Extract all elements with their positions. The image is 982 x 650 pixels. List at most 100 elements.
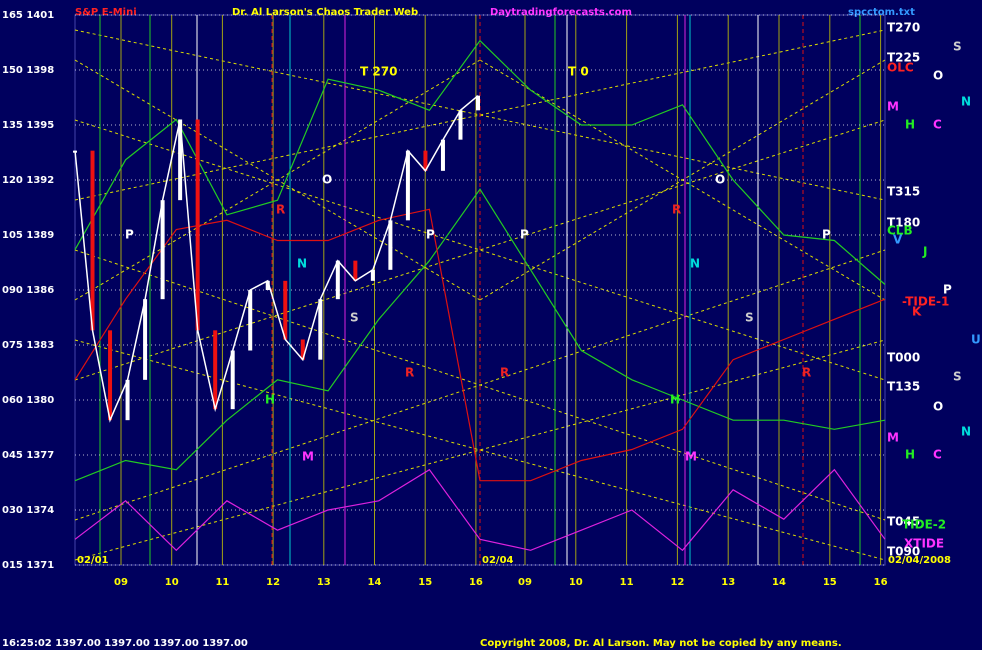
y-tick-label: 135 1395 bbox=[2, 120, 54, 131]
date-label: 02/04/2008 bbox=[888, 555, 951, 566]
price-bar bbox=[423, 150, 428, 171]
x-tick-label: 10 bbox=[165, 577, 179, 588]
annotation: N bbox=[690, 257, 700, 271]
y-tick-label: 060 1380 bbox=[2, 395, 54, 406]
x-tick-label: 13 bbox=[317, 577, 331, 588]
y-tick-label: 105 1389 bbox=[2, 230, 54, 241]
price-bar bbox=[178, 119, 183, 201]
price-bar bbox=[318, 299, 323, 360]
x-tick-label: 15 bbox=[823, 577, 837, 588]
annotation: T 270 bbox=[360, 65, 397, 79]
annotation: P bbox=[520, 228, 529, 242]
series-line bbox=[74, 208, 886, 482]
series-line bbox=[74, 39, 886, 285]
diagonal bbox=[74, 59, 481, 301]
instrument: S&P E-Mini bbox=[75, 7, 137, 18]
price-bar bbox=[248, 290, 253, 351]
status: 16:25:02 1397.00 1397.00 1397.00 1397.00 bbox=[2, 638, 248, 649]
x-tick-label: 13 bbox=[721, 577, 735, 588]
x-tick-label: 10 bbox=[569, 577, 583, 588]
right-label: -TIDE-1 bbox=[902, 295, 949, 309]
date-label: 02/01 bbox=[77, 555, 109, 566]
annotation: P bbox=[822, 228, 831, 242]
price-bar bbox=[370, 269, 375, 281]
x-tick-label: 16 bbox=[469, 577, 483, 588]
series-line bbox=[74, 188, 886, 482]
diagonal bbox=[74, 339, 886, 561]
right-label: T180 bbox=[887, 216, 920, 230]
far-label: S bbox=[953, 370, 962, 384]
diagonal bbox=[74, 249, 886, 521]
price-bar bbox=[160, 200, 165, 300]
annotations: T 270 T 0 P P P P O O S S N N H H M M R … bbox=[125, 65, 831, 464]
price-bar bbox=[125, 379, 130, 421]
right-label: TIDE-2 bbox=[902, 518, 946, 532]
price-bar bbox=[143, 299, 148, 380]
annotation: N bbox=[297, 257, 307, 271]
far-label: J bbox=[922, 245, 927, 259]
diagonal bbox=[74, 339, 886, 561]
price-bar bbox=[405, 150, 410, 221]
x-tick-label: 09 bbox=[518, 577, 532, 588]
price-bar bbox=[283, 280, 288, 340]
series-line bbox=[74, 468, 886, 552]
x-tick-label: 14 bbox=[368, 577, 382, 588]
y-tick-label: 030 1374 bbox=[2, 505, 54, 516]
y-tick-label: 120 1392 bbox=[2, 175, 54, 186]
x-tick-label: 09 bbox=[114, 577, 128, 588]
far-label: P bbox=[943, 283, 952, 297]
annotation: R bbox=[672, 203, 681, 217]
far-label: N bbox=[961, 95, 971, 109]
annotation: H bbox=[265, 393, 275, 407]
right-label: V bbox=[893, 233, 903, 247]
right-label: T000 bbox=[887, 351, 920, 365]
far-label: U bbox=[971, 333, 981, 347]
y-tick-label: 045 1377 bbox=[2, 450, 54, 461]
annotation: O bbox=[715, 173, 725, 187]
site: Daytradingforecasts.com bbox=[490, 7, 632, 18]
copyright: Copyright 2008, Dr. Al Larson. May not b… bbox=[480, 638, 842, 649]
annotation: T 0 bbox=[568, 65, 589, 79]
file: spcctom.txt bbox=[848, 7, 915, 18]
price-bar bbox=[300, 339, 305, 360]
y-tick-label: 090 1386 bbox=[2, 285, 54, 296]
annotation: R bbox=[276, 203, 285, 217]
right-label: T090 bbox=[887, 545, 920, 559]
x-tick-label: 12 bbox=[266, 577, 280, 588]
y-tick-label: 075 1383 bbox=[2, 340, 54, 351]
annotation: R bbox=[802, 366, 811, 380]
right-label: T135 bbox=[887, 380, 920, 394]
date-label: 02/04 bbox=[482, 555, 514, 566]
price-bar bbox=[388, 220, 393, 270]
annotation: O bbox=[322, 173, 332, 187]
right-label: M bbox=[887, 431, 899, 445]
annotation: M bbox=[302, 450, 314, 464]
annotation: R bbox=[405, 366, 414, 380]
right-label: CLB bbox=[887, 224, 913, 238]
right-label: XTIDE bbox=[904, 537, 944, 551]
price-bar bbox=[335, 260, 340, 300]
series-line bbox=[74, 95, 479, 423]
annotation: M bbox=[685, 450, 697, 464]
right-label: T045 bbox=[887, 515, 920, 529]
price-bar bbox=[476, 95, 480, 111]
price-bar bbox=[195, 119, 200, 331]
right-label: OLC bbox=[887, 61, 914, 75]
x-tick-label: 16 bbox=[874, 577, 888, 588]
price-bar bbox=[458, 110, 463, 140]
far-label: O bbox=[933, 400, 943, 414]
chart-title: Dr. Al Larson's Chaos Trader Web bbox=[232, 7, 418, 18]
price-bar bbox=[213, 330, 218, 410]
annotation: H bbox=[670, 393, 680, 407]
far-label: O bbox=[933, 69, 943, 83]
price-bar bbox=[230, 350, 235, 410]
far-label: N bbox=[961, 425, 971, 439]
y-tick-label: 150 1398 bbox=[2, 65, 54, 76]
far-label: H bbox=[905, 118, 915, 132]
right-label: T225 bbox=[887, 51, 920, 65]
y-tick-label: 015 1371 bbox=[2, 560, 54, 571]
far-label: S bbox=[953, 40, 962, 54]
diagonal bbox=[479, 59, 886, 301]
